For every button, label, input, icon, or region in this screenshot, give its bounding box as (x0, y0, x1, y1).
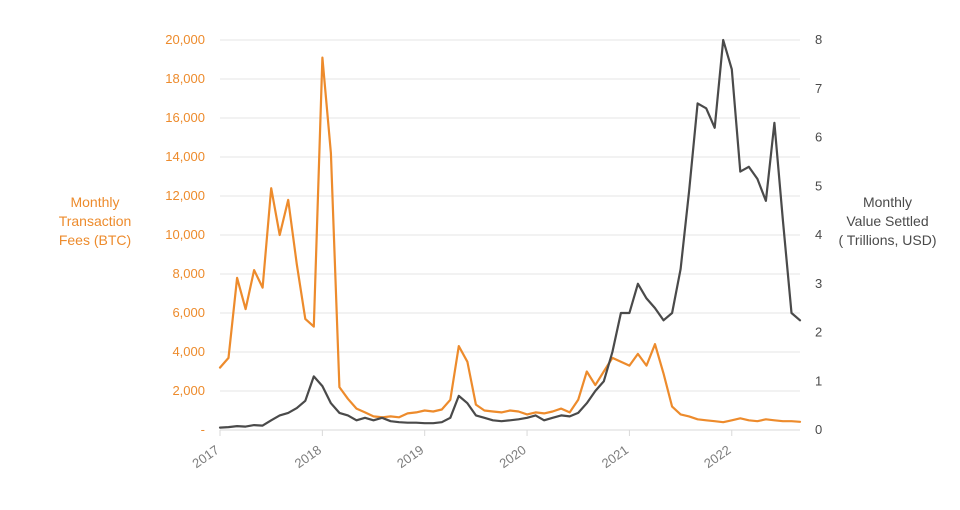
left-axis-label: Monthly Transaction Fees (BTC) (35, 193, 155, 250)
left-axis-tick-label: 14,000 (165, 149, 205, 164)
x-axis-tick-label: 2022 (701, 442, 733, 471)
right-axis-tick-label: 6 (815, 130, 822, 145)
left-axis-tick-label: 6,000 (172, 305, 205, 320)
left-axis-tick-label: 20,000 (165, 32, 205, 47)
x-axis-tick-label: 2018 (292, 442, 324, 471)
right-axis-tick-label: 1 (815, 373, 822, 388)
dual-axis-line-chart: - 2,000 4,000 6,000 8,000 10,000 12,000 14,000 1… (0, 0, 960, 510)
series-fees_btc (220, 58, 800, 423)
right-axis-tick-label: 7 (815, 81, 822, 96)
left-axis-tick-label: 16,000 (165, 110, 205, 125)
x-axis-tick-label: 2021 (599, 442, 631, 471)
x-axis-tick-label: 2017 (189, 442, 221, 471)
x-axis-tick-label: 2019 (394, 442, 426, 471)
left-axis-tick-label: 18,000 (165, 71, 205, 86)
right-axis-tick-label: 4 (815, 227, 822, 242)
left-axis-tick-label: 10,000 (165, 227, 205, 242)
right-axis-label: Monthly Value Settled ( Trillions, USD) (830, 193, 945, 250)
right-axis-tick-label: 3 (815, 276, 822, 291)
right-axis-tick-label: 8 (815, 32, 822, 47)
right-axis-tick-label: 5 (815, 178, 822, 193)
left-axis-tick-label: 12,000 (165, 188, 205, 203)
x-axis-tick-label: 2020 (496, 442, 528, 471)
right-axis-tick-label: 2 (815, 325, 822, 340)
left-axis-tick-label: - (201, 422, 205, 437)
series-value_settled_usd_trillions (220, 40, 800, 428)
left-axis-tick-label: 2,000 (172, 383, 205, 398)
left-axis-tick-label: 4,000 (172, 344, 205, 359)
right-axis-tick-label: 0 (815, 422, 822, 437)
left-axis-tick-label: 8,000 (172, 266, 205, 281)
